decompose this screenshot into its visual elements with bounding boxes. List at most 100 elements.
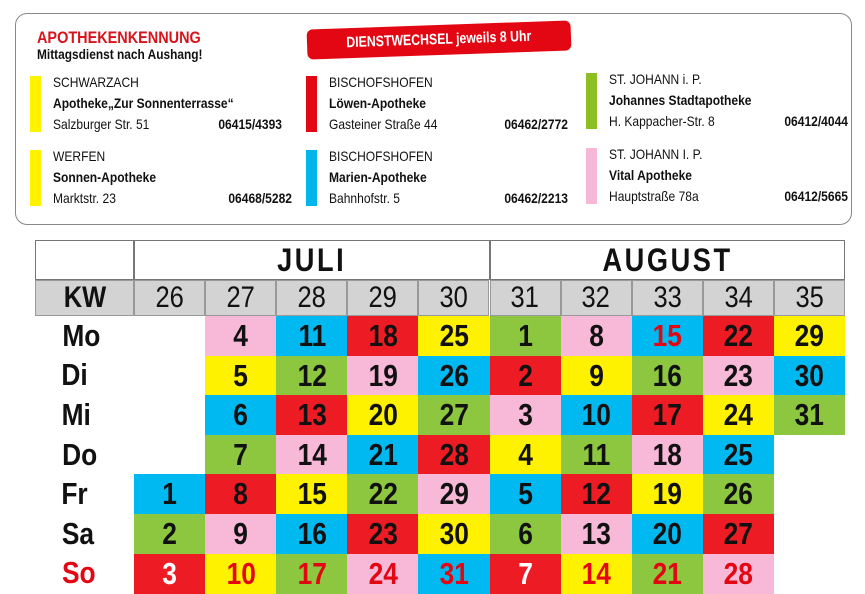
weekday-label: Sa — [61, 515, 95, 551]
calendar-day-cell: 22 — [702, 316, 775, 357]
calendar-day-cell: 20 — [631, 514, 704, 555]
calendar-day-cell: 17 — [631, 395, 704, 436]
weekday-label: So — [61, 555, 96, 591]
weekday-label: Fr — [61, 476, 88, 512]
corner-cell — [35, 240, 134, 280]
pharmacy-address: Salzburger Str. 51 — [53, 116, 150, 132]
calendar-day-cell: 1 — [134, 474, 206, 515]
pharmacy-color-swatch — [30, 150, 41, 206]
calendar-day-cell: 27 — [702, 514, 775, 555]
calendar-day-cell: 31 — [418, 553, 490, 594]
pharmacy-entry: BISCHOFSHOFEN Löwen-Apotheke Gasteiner S… — [306, 74, 568, 132]
pharmacy-phone: 06412/4044 — [784, 113, 848, 129]
calendar-day-cell: 24 — [347, 553, 419, 594]
calendar-day-cell: 8 — [205, 474, 277, 515]
weekday-label: Di — [61, 357, 88, 393]
calendar-day-cell: 6 — [489, 514, 562, 555]
calendar-day-cell: 4 — [205, 316, 277, 357]
calendar-day-cell: 21 — [631, 553, 704, 594]
pharmacy-color-swatch — [586, 73, 597, 129]
calendar-day-cell: 26 — [702, 474, 775, 515]
calendar-day-cell: 26 — [418, 355, 490, 396]
pharmacy-phone: 06468/5282 — [228, 190, 292, 206]
calendar-day-cell: 17 — [276, 553, 348, 594]
pharmacy-color-swatch — [306, 76, 317, 132]
calendar-day-cell: 31 — [773, 395, 846, 436]
pharmacy-entry: ST. JOHANN i. P. Johannes Stadtapotheke … — [586, 71, 848, 129]
calendar-day-cell: 23 — [702, 355, 775, 396]
pharmacy-name: Löwen-Apotheke — [329, 95, 426, 111]
calendar-day-cell: 9 — [205, 514, 277, 555]
calendar-day-cell: 10 — [205, 553, 277, 594]
legend-box — [15, 13, 852, 225]
pharmacy-name: Vital Apotheke — [609, 167, 692, 183]
calendar-day-cell: 16 — [276, 514, 348, 555]
week-number: 35 — [773, 280, 845, 316]
legend-subtitle: Mittagsdienst nach Aushang! — [37, 46, 203, 62]
week-number: 26 — [134, 280, 206, 316]
calendar-day-cell: 24 — [702, 395, 775, 436]
calendar-day-cell: 16 — [631, 355, 704, 396]
pharmacy-name: Johannes Stadtapotheke — [609, 92, 752, 108]
calendar-day-cell: 25 — [418, 316, 490, 357]
calendar-day-cell: 9 — [560, 355, 633, 396]
calendar-day-cell: 23 — [347, 514, 419, 555]
calendar-day-cell: 29 — [418, 474, 490, 515]
calendar-day-cell: 15 — [276, 474, 348, 515]
week-number: 33 — [631, 280, 703, 316]
calendar-day-cell: 14 — [276, 434, 348, 475]
pharmacy-town: BISCHOFSHOFEN — [329, 148, 433, 164]
pharmacy-town: SCHWARZACH — [53, 74, 139, 90]
calendar-day-cell: 30 — [418, 514, 490, 555]
pharmacy-town: WERFEN — [53, 148, 106, 164]
pharmacy-entry: ST. JOHANN I. P. Vital Apotheke Hauptstr… — [586, 146, 848, 204]
pharmacy-entry: WERFEN Sonnen-Apotheke Marktstr. 23 0646… — [30, 148, 292, 206]
calendar-day-cell: 3 — [489, 395, 562, 436]
calendar-day-cell: 5 — [489, 474, 562, 515]
calendar-day-cell: 2 — [134, 514, 206, 555]
weekday-label: Mo — [62, 317, 101, 353]
pharmacy-address: Bahnhofstr. 5 — [329, 190, 400, 206]
pharmacy-phone: 06415/4393 — [218, 116, 282, 132]
pharmacy-name: Sonnen-Apotheke — [53, 169, 157, 185]
calendar-day-cell: 10 — [560, 395, 633, 436]
pharmacy-address: Marktstr. 23 — [53, 190, 116, 206]
calendar-day-cell: 4 — [489, 434, 562, 475]
calendar-day-cell: 7 — [205, 434, 277, 475]
calendar-day-cell: 28 — [418, 434, 490, 475]
pharmacy-name: Apotheke„Zur Sonnenterrasse“ — [53, 95, 234, 111]
pharmacy-entry: SCHWARZACH Apotheke„Zur Sonnenterrasse“ … — [30, 74, 282, 132]
pharmacy-town: ST. JOHANN i. P. — [609, 71, 702, 87]
pharmacy-color-swatch — [30, 76, 41, 132]
pharmacy-name: Marien-Apotheke — [329, 169, 427, 185]
week-number: 34 — [702, 280, 774, 316]
week-number: 28 — [276, 280, 348, 316]
calendar-day-cell: 3 — [134, 553, 206, 594]
legend-title: APOTHEKENKENNUNG — [37, 28, 201, 47]
calendar-day-cell: 6 — [205, 395, 277, 436]
calendar-day-cell: 19 — [347, 355, 419, 396]
pharmacy-phone: 06462/2772 — [504, 116, 568, 132]
calendar-day-cell: 28 — [702, 553, 775, 594]
week-number: 32 — [560, 280, 632, 316]
weekday-label: Mi — [61, 396, 91, 432]
calendar-day-cell: 18 — [631, 434, 704, 475]
calendar-day-cell: 1 — [489, 316, 562, 357]
calendar-day-cell: 20 — [347, 395, 419, 436]
calendar-day-cell: 22 — [347, 474, 419, 515]
pharmacy-town: ST. JOHANN I. P. — [609, 146, 703, 162]
calendar-day-cell: 29 — [773, 316, 846, 357]
calendar-day-cell: 8 — [560, 316, 633, 357]
week-number: 27 — [205, 280, 277, 316]
calendar-day-cell: 11 — [560, 434, 633, 475]
calendar-day-cell: 19 — [631, 474, 704, 515]
calendar-day-cell: 13 — [560, 514, 633, 555]
calendar-day-cell: 25 — [702, 434, 775, 475]
calendar-day-cell: 13 — [276, 395, 348, 436]
week-number: 30 — [418, 280, 490, 316]
pharmacy-entry: BISCHOFSHOFEN Marien-Apotheke Bahnhofstr… — [306, 148, 568, 206]
calendar-day-cell: 2 — [489, 355, 562, 396]
calendar-day-cell: 12 — [276, 355, 348, 396]
calendar-day-cell: 12 — [560, 474, 633, 515]
pharmacy-phone: 06412/5665 — [784, 188, 848, 204]
